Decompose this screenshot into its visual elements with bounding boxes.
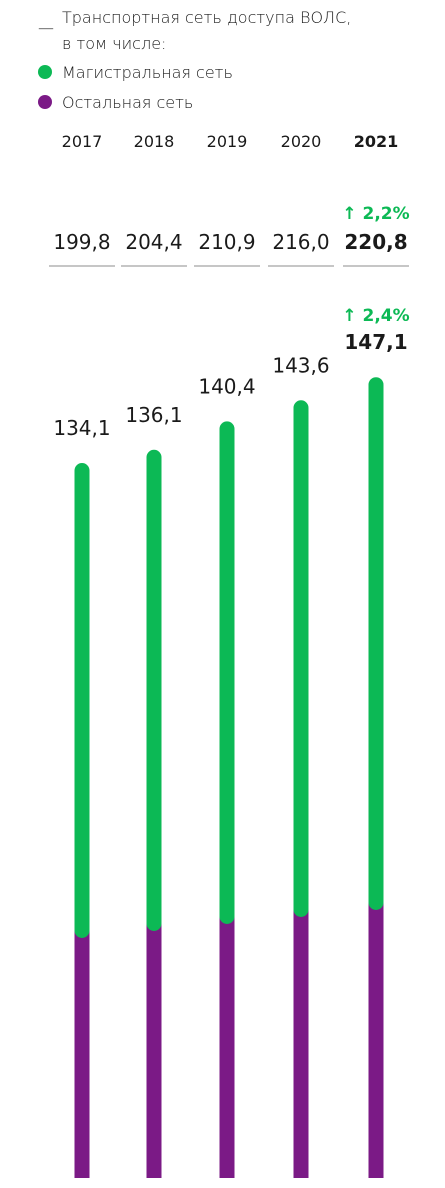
- backbone-value-2018: 136,1: [125, 403, 182, 427]
- year-label-2018: 2018: [134, 132, 175, 151]
- bar-other-2020: [293, 909, 309, 1178]
- total-value-2020: 216,0: [272, 230, 329, 254]
- year-label-2020: 2020: [281, 132, 322, 151]
- legend-dash: —: [38, 18, 54, 37]
- backbone-value-2019: 140,4: [198, 374, 255, 398]
- legend-title-line2: в том числе:: [62, 34, 167, 53]
- backbone-value-2017: 134,1: [53, 416, 110, 440]
- bar-backbone-2018: [146, 449, 162, 931]
- legend-label-backbone: Магистральная сеть: [62, 62, 233, 82]
- bar-other-2018: [146, 923, 162, 1178]
- bar-backbone-2017: [74, 463, 90, 938]
- bar-other-2019: [219, 916, 235, 1178]
- backbone-value-2021: 147,1: [344, 330, 407, 354]
- backbone-change-2021: ↑ 2,4%: [342, 306, 409, 326]
- bar-backbone-2020: [293, 400, 309, 917]
- backbone-value-2020: 143,6: [272, 353, 329, 377]
- total-value-2019: 210,9: [198, 230, 255, 254]
- year-label-2021: 2021: [354, 132, 399, 151]
- legend-dot-purple-icon: [38, 95, 52, 109]
- total-change-2021: ↑ 2,2%: [342, 204, 409, 224]
- legend-title-line1: Транспортная сеть доступа ВОЛС,: [62, 8, 352, 27]
- legend-item-other: Остальная сеть: [38, 92, 193, 112]
- total-value-2021: 220,8: [344, 230, 407, 254]
- total-value-2018: 204,4: [125, 230, 182, 254]
- year-label-2019: 2019: [207, 132, 248, 151]
- legend-item-backbone: Магистральная сеть: [38, 62, 233, 82]
- bar-backbone-2021: [368, 377, 384, 910]
- legend-label-other: Остальная сеть: [62, 92, 194, 112]
- bar-other-2017: [74, 930, 90, 1178]
- year-label-2017: 2017: [62, 132, 103, 151]
- bar-other-2021: [368, 902, 384, 1178]
- bar-backbone-2019: [219, 421, 235, 924]
- legend-dot-green-icon: [38, 65, 52, 79]
- total-value-2017: 199,8: [53, 230, 110, 254]
